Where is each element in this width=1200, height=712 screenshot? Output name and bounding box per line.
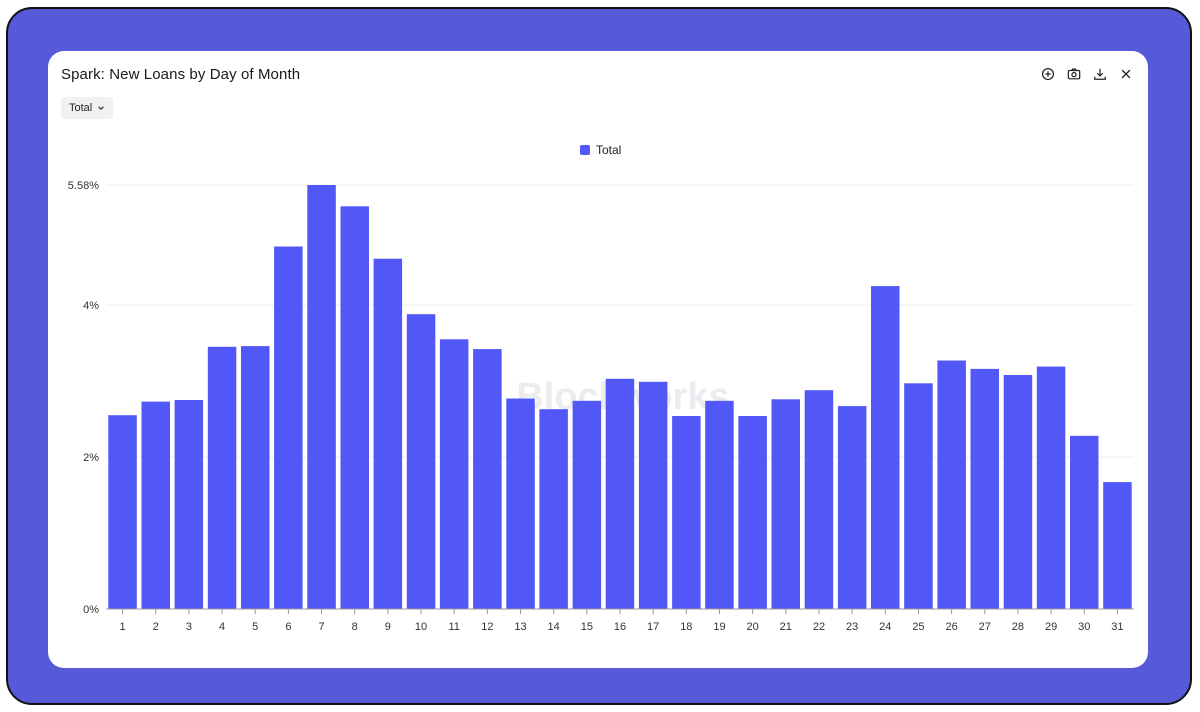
x-tick-label: 8 (352, 621, 358, 633)
x-tick-label: 19 (713, 621, 725, 633)
series-dropdown[interactable]: Total (61, 97, 114, 119)
bar-day-4[interactable] (207, 346, 237, 609)
bar-day-29[interactable] (1036, 366, 1066, 609)
bar-day-12[interactable] (473, 349, 502, 609)
legend[interactable]: Total (580, 143, 621, 157)
bar-day-9[interactable] (373, 258, 403, 609)
x-tick-label: 20 (747, 621, 759, 633)
x-tick-label: 26 (945, 621, 957, 633)
bar-day-3[interactable] (174, 400, 204, 609)
x-tick-label: 10 (415, 621, 427, 633)
x-tick-label: 11 (448, 621, 459, 633)
chart-title: Spark: New Loans by Day of Month (61, 66, 301, 83)
bar-day-16[interactable] (605, 378, 635, 609)
x-tick-label: 5 (252, 621, 258, 633)
bar-day-2[interactable] (141, 401, 171, 609)
bar-day-1[interactable] (108, 415, 137, 609)
bar-day-21[interactable] (771, 399, 801, 609)
bar-day-22[interactable] (804, 390, 834, 609)
x-tick-label: 18 (680, 621, 692, 633)
bar-day-25[interactable] (904, 383, 933, 609)
legend-swatch (580, 145, 590, 155)
x-tick-label: 2 (153, 621, 159, 633)
bar-day-10[interactable] (406, 314, 436, 609)
bar-day-20[interactable] (738, 416, 767, 609)
x-tick-label: 22 (813, 621, 825, 633)
bar-day-30[interactable] (1070, 435, 1099, 609)
x-tick-label: 6 (285, 621, 291, 633)
toolbar (1040, 66, 1134, 82)
bar-day-19[interactable] (705, 400, 734, 609)
bar-day-23[interactable] (837, 406, 867, 609)
download-icon[interactable] (1092, 66, 1108, 82)
dropdown-label: Total (69, 102, 93, 114)
zoom-in-icon[interactable] (1040, 66, 1056, 82)
bar-day-11[interactable] (439, 339, 469, 609)
bar-day-27[interactable] (970, 368, 1000, 609)
x-tick-label: 27 (979, 621, 991, 633)
x-tick-label: 9 (385, 621, 391, 633)
chart-card: Spark: New Loans by Day of Month Total (48, 51, 1148, 668)
x-tick-label: 14 (548, 621, 560, 633)
chevron-down-icon (98, 106, 105, 111)
bar-day-8[interactable] (340, 206, 370, 610)
y-tick-label: 4% (83, 300, 99, 312)
bar-day-24[interactable] (871, 286, 900, 609)
bar-day-14[interactable] (539, 409, 568, 609)
close-icon[interactable] (1118, 66, 1134, 82)
x-tick-label: 30 (1078, 621, 1090, 633)
x-tick-label: 16 (614, 621, 626, 633)
bar-day-7[interactable] (307, 185, 336, 609)
x-tick-label: 17 (647, 621, 659, 633)
bar-chart: Blockworks 0%2%4%5.58%123456789101112131… (68, 143, 1134, 633)
x-tick-label: 28 (1012, 621, 1024, 633)
bar-day-5[interactable] (241, 346, 270, 609)
x-tick-label: 13 (514, 621, 526, 633)
bar-day-15[interactable] (572, 400, 602, 609)
bar-day-17[interactable] (638, 381, 668, 609)
x-tick-label: 4 (219, 621, 225, 633)
x-tick-label: 21 (780, 621, 792, 633)
bar-day-26[interactable] (937, 360, 966, 610)
bar-day-31[interactable] (1103, 482, 1132, 609)
y-tick-label: 0% (83, 604, 99, 616)
x-tick-label: 1 (120, 621, 126, 633)
bar-day-13[interactable] (506, 398, 535, 610)
x-tick-label: 3 (186, 621, 192, 633)
x-tick-label: 23 (846, 621, 858, 633)
camera-icon[interactable] (1066, 66, 1082, 82)
bar-day-28[interactable] (1003, 375, 1033, 609)
x-tick-label: 7 (318, 621, 324, 633)
y-tick-label: 2% (83, 452, 99, 464)
x-tick-label: 15 (581, 621, 593, 633)
x-tick-label: 24 (879, 621, 891, 633)
y-tick-label: 5.58% (68, 180, 99, 192)
x-tick-label: 29 (1045, 621, 1057, 633)
legend-label-total: Total (596, 143, 621, 157)
x-tick-label: 25 (912, 621, 924, 633)
x-tick-label: 12 (481, 621, 493, 633)
bar-day-6[interactable] (274, 246, 303, 610)
bar-day-18[interactable] (672, 416, 701, 609)
x-tick-label: 31 (1111, 621, 1123, 633)
